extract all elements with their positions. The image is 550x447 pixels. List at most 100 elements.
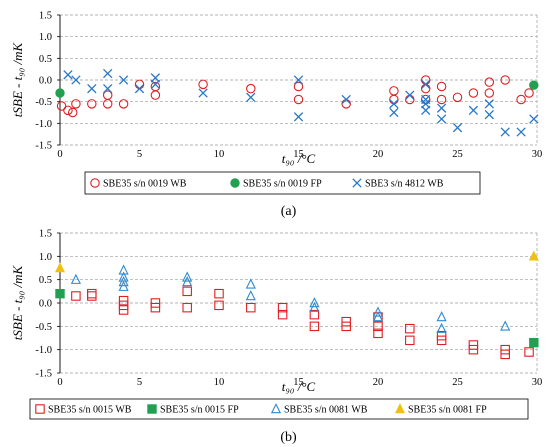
data-point (198, 88, 208, 98)
y-tick-label: 0.0 (39, 299, 52, 310)
data-point (54, 262, 66, 273)
data-point (118, 99, 129, 109)
data-point (150, 90, 161, 100)
data-point (134, 79, 145, 90)
data-point (293, 75, 304, 85)
data-point (500, 320, 511, 331)
data-point (405, 323, 415, 334)
data-point (309, 321, 320, 332)
x-tick-label: 25 (452, 377, 463, 388)
data-point (372, 311, 384, 322)
data-point (309, 309, 320, 320)
data-point (389, 99, 399, 109)
data-point (246, 83, 256, 94)
data-point (373, 328, 383, 339)
data-point (389, 107, 399, 118)
legend-label: SBE3 s/n 4812 WB (365, 179, 444, 190)
data-point (102, 99, 113, 109)
data-point (436, 81, 447, 92)
legend-marker (270, 403, 282, 414)
data-point (277, 309, 288, 320)
x-tick-label: 30 (532, 377, 543, 388)
data-point (484, 99, 494, 109)
data-point (293, 112, 304, 122)
data-point (182, 276, 193, 287)
data-point (182, 302, 192, 313)
y-tick-label: 1.5 (39, 229, 52, 240)
legend-marker (230, 178, 240, 188)
data-point (341, 94, 351, 105)
data-point (500, 349, 510, 360)
data-point (405, 94, 415, 105)
data-point (500, 75, 510, 85)
data-point (87, 291, 97, 301)
y-tick-label: -0.5 (35, 97, 52, 108)
data-point (529, 337, 539, 348)
data-point (341, 321, 351, 332)
legend-label: SBE35 s/n 0015 FP (160, 405, 239, 416)
data-point (71, 291, 81, 301)
data-point (293, 81, 304, 92)
legend-label: SBE35 s/n 0081 WB (284, 405, 368, 416)
y-axis-title: tSBE - t₉₀ /mK (10, 41, 25, 117)
data-point (118, 305, 129, 315)
y-tick-label: 1.5 (39, 11, 52, 22)
x-tick-label: 10 (214, 149, 225, 160)
data-point (516, 127, 526, 137)
data-point (118, 280, 129, 291)
data-point (436, 335, 447, 346)
data-point (436, 114, 447, 124)
x-tick-label: 20 (373, 377, 384, 388)
data-point (524, 88, 534, 98)
data-point (389, 94, 399, 105)
data-point (214, 300, 224, 311)
data-point (484, 88, 495, 98)
data-point (87, 288, 97, 299)
y-tick-label: -1.5 (35, 369, 52, 380)
data-point (150, 302, 161, 313)
legend-box (84, 171, 481, 195)
legend-marker (147, 404, 157, 414)
y-axis-title: tSBE - t₉₀ /mK (10, 264, 25, 340)
data-point (246, 92, 256, 102)
data-point (468, 344, 479, 355)
x-tick-label: 0 (57, 149, 62, 160)
chart-panel-b: 1.5 1.0 0.5 0.0 -0.5 -1.0 -1.5 0 5 10 15 20 25 30 t₉₀ … (10, 229, 542, 446)
panel-caption: (b) (280, 430, 297, 445)
data-point (373, 321, 383, 332)
data-point (293, 94, 304, 105)
data-point (55, 288, 65, 299)
x-tick-label: 30 (532, 149, 543, 160)
y-tick-label: 1.0 (39, 32, 52, 43)
legend-label: SBE35 s/n 0019 FP (243, 179, 322, 190)
y-tick-label: 0.5 (39, 54, 52, 65)
data-point (421, 79, 431, 89)
data-point (421, 94, 431, 105)
data-point (134, 84, 145, 94)
data-point (87, 99, 97, 109)
data-point (436, 94, 447, 105)
y-tick-label: -1.0 (35, 119, 52, 130)
data-point (524, 347, 534, 357)
data-point (150, 81, 161, 92)
data-point (436, 103, 447, 113)
data-point (484, 77, 495, 87)
data-point (372, 306, 384, 317)
data-point (214, 288, 224, 299)
x-tick-label: 5 (137, 149, 142, 160)
data-point (452, 92, 463, 103)
legend-marker (35, 404, 45, 414)
legend-box (29, 398, 529, 420)
data-point (309, 297, 320, 308)
x-tick-label: 15 (293, 149, 304, 160)
data-point (71, 99, 81, 109)
data-point (63, 105, 73, 116)
x-tick-label: 15 (293, 377, 304, 388)
data-point (436, 311, 447, 322)
data-point (500, 127, 510, 137)
data-point (405, 335, 415, 346)
legend-marker (394, 403, 406, 414)
data-point (421, 105, 431, 115)
data-point (118, 276, 129, 287)
